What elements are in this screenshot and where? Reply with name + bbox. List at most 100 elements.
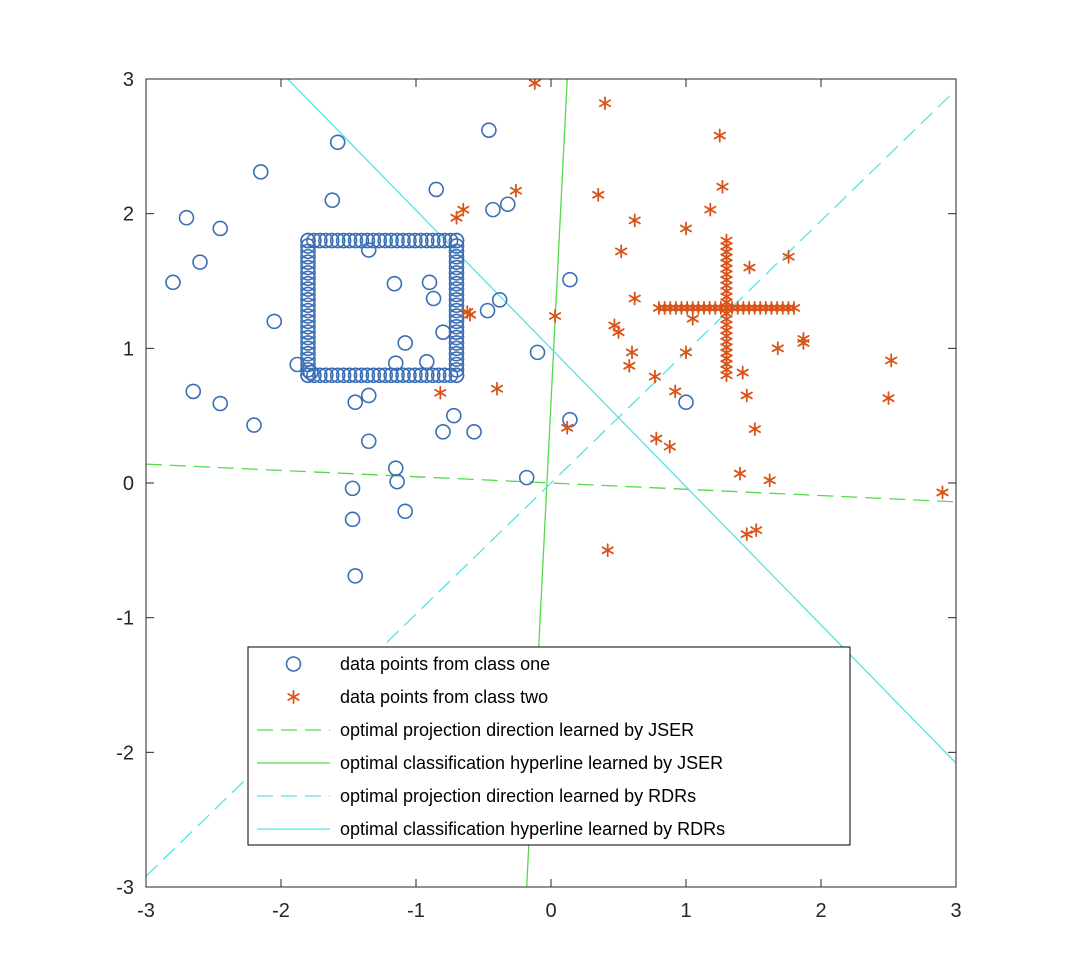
legend-entry: data points from class two bbox=[287, 687, 548, 707]
class-one-point bbox=[335, 367, 352, 384]
class-one-point bbox=[341, 232, 358, 249]
class-two-point bbox=[733, 466, 747, 481]
class-one-point bbox=[499, 196, 516, 213]
class-one-point bbox=[212, 395, 229, 412]
class-two-point bbox=[736, 365, 749, 380]
class-two-point bbox=[601, 543, 614, 558]
class-one-point bbox=[430, 367, 447, 384]
class-one-point bbox=[246, 417, 262, 433]
class-one-point bbox=[344, 480, 361, 497]
class-one-point bbox=[347, 568, 364, 584]
class-one-point bbox=[448, 270, 465, 287]
class-one-point bbox=[353, 232, 370, 249]
legend-label: optimal projection direction learned by … bbox=[340, 720, 694, 740]
class-one-point bbox=[300, 270, 316, 287]
class-one-point bbox=[300, 254, 316, 270]
class-two-point bbox=[936, 485, 949, 500]
class-one-point bbox=[360, 387, 377, 404]
legend-box bbox=[247, 646, 851, 846]
class-one-point bbox=[300, 335, 316, 351]
y-tick-label: 3 bbox=[123, 69, 134, 91]
class-two-point bbox=[509, 183, 522, 198]
class-one-point bbox=[300, 259, 316, 276]
class-one-point bbox=[312, 367, 328, 384]
class-one-point bbox=[418, 367, 435, 384]
class-one-point bbox=[479, 302, 496, 319]
class-one-point bbox=[300, 243, 316, 260]
class-two-point bbox=[663, 439, 676, 454]
class-one-point bbox=[448, 286, 465, 303]
class-one-point bbox=[300, 318, 316, 335]
class-one-point bbox=[300, 356, 316, 373]
class-one-point bbox=[165, 274, 181, 291]
class-one-point bbox=[485, 201, 501, 218]
class-one-point bbox=[353, 367, 370, 384]
legend-label: data points from class two bbox=[340, 687, 548, 707]
class-one-point bbox=[448, 297, 465, 314]
x-tick-label: -3 bbox=[137, 900, 155, 922]
class-two-point bbox=[704, 202, 717, 217]
class-two-point bbox=[713, 128, 726, 143]
class-one-point bbox=[389, 232, 405, 249]
class-one-point bbox=[300, 265, 316, 281]
class-one-point bbox=[300, 232, 316, 249]
class-one-point bbox=[466, 424, 482, 440]
class-two-point bbox=[679, 345, 693, 360]
class-one-point bbox=[448, 318, 465, 335]
class-one-point bbox=[344, 511, 361, 528]
legend-label: data points from class one bbox=[340, 654, 550, 674]
class-one-point bbox=[424, 367, 441, 384]
legend-label: optimal classification hyperline learned… bbox=[340, 753, 723, 773]
class-two-point bbox=[763, 473, 776, 488]
class-two-point bbox=[490, 381, 504, 396]
class-one-point bbox=[395, 232, 411, 249]
x-tick-label: -2 bbox=[272, 900, 290, 922]
class-one-point bbox=[445, 407, 462, 424]
class-two-point bbox=[771, 341, 784, 356]
class-one-point bbox=[428, 181, 445, 198]
class-one-point bbox=[365, 367, 382, 384]
class-one-point bbox=[178, 209, 195, 226]
class-one-point bbox=[347, 367, 364, 384]
class-one-point bbox=[418, 232, 435, 249]
class-one-point bbox=[397, 335, 414, 351]
y-tick-label: 0 bbox=[123, 473, 134, 495]
class-one-point bbox=[300, 345, 316, 362]
class-one-point bbox=[481, 122, 497, 138]
class-one-point bbox=[347, 394, 364, 411]
class-two-point bbox=[612, 325, 625, 340]
class-one-point bbox=[360, 433, 377, 450]
class-two-point bbox=[740, 527, 753, 542]
legend-entry: optimal classification hyperline learned… bbox=[257, 753, 723, 773]
class-one-point bbox=[562, 271, 578, 288]
class-two-point bbox=[592, 187, 605, 202]
series-line-3 bbox=[146, 89, 956, 877]
class-one-point bbox=[377, 367, 394, 384]
class-one-point bbox=[678, 394, 694, 411]
class-one-point bbox=[300, 367, 316, 384]
legend-marker bbox=[287, 690, 300, 704]
class-one-point bbox=[300, 308, 316, 324]
class-one-point bbox=[442, 232, 459, 249]
x-tick-label: 2 bbox=[815, 900, 826, 922]
class-one-point bbox=[448, 265, 465, 281]
class-two-point bbox=[750, 523, 763, 538]
class-one-point bbox=[383, 232, 399, 249]
class-one-point bbox=[365, 232, 382, 249]
class-one-point bbox=[435, 424, 451, 440]
class-one-point bbox=[300, 351, 316, 367]
class-two-point bbox=[628, 291, 641, 306]
class-one-point bbox=[395, 367, 411, 384]
class-one-point bbox=[448, 238, 465, 254]
class-two-point bbox=[669, 384, 682, 399]
class-two-point bbox=[740, 388, 753, 403]
class-two-point bbox=[787, 301, 801, 315]
class-one-point bbox=[448, 313, 465, 330]
class-one-point bbox=[448, 259, 465, 276]
class-one-point bbox=[401, 232, 417, 249]
class-one-point bbox=[436, 367, 453, 384]
class-two-point bbox=[797, 332, 810, 346]
class-two-point bbox=[716, 179, 729, 194]
legend: data points from class one data points fr… bbox=[247, 646, 851, 846]
class-one-point bbox=[347, 232, 364, 249]
